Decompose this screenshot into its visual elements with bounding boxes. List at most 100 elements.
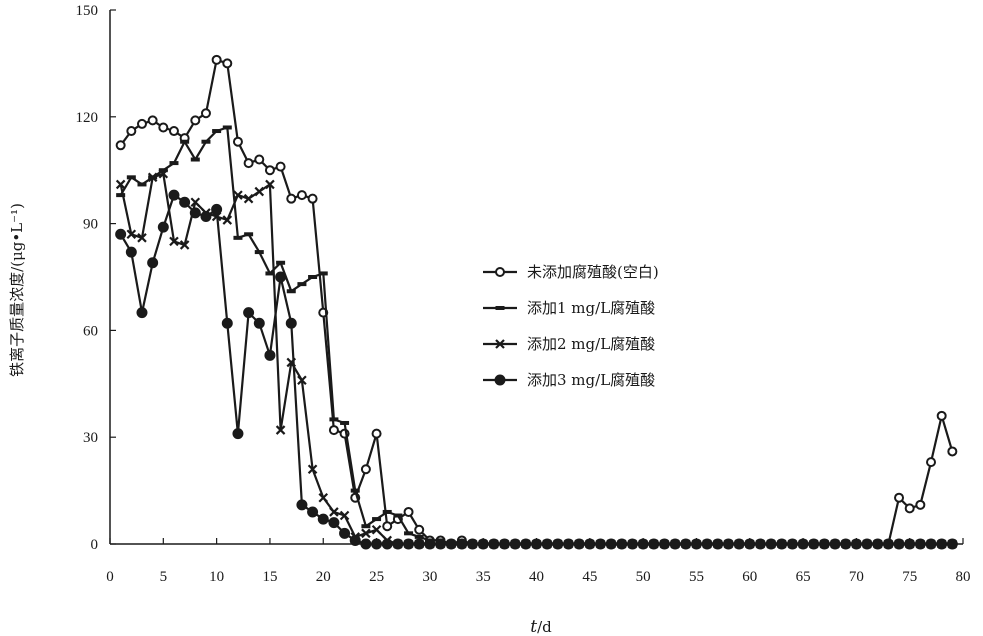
data-point xyxy=(115,179,126,190)
y-tick-label: 90 xyxy=(83,217,98,233)
data-point xyxy=(222,215,233,225)
data-point xyxy=(200,210,212,222)
legend-label: 添加1 mg/L腐殖酸 xyxy=(527,299,655,317)
data-point xyxy=(616,538,628,550)
data-point xyxy=(371,538,383,550)
data-point xyxy=(605,538,617,550)
data-point xyxy=(200,108,211,119)
data-point xyxy=(308,275,318,279)
data-point xyxy=(404,531,414,536)
data-point xyxy=(360,538,372,550)
x-marker-stroke xyxy=(190,197,201,208)
data-point xyxy=(211,203,223,215)
x-marker-stroke xyxy=(147,172,158,183)
legend-swatch-marker xyxy=(494,374,506,386)
data-point xyxy=(829,538,841,550)
data-point xyxy=(797,538,809,550)
data-point xyxy=(265,179,275,190)
data-point xyxy=(403,506,414,517)
x-tick-label: 5 xyxy=(160,569,168,585)
data-point xyxy=(212,129,222,134)
data-point xyxy=(264,349,276,361)
data-point xyxy=(147,172,158,183)
data-point xyxy=(190,157,200,162)
data-point xyxy=(169,161,179,166)
x-marker-stroke xyxy=(265,179,275,190)
data-point xyxy=(168,189,180,201)
data-point xyxy=(147,115,158,126)
data-point xyxy=(477,538,489,550)
data-point xyxy=(947,446,958,457)
x-marker-stroke xyxy=(297,375,307,386)
data-point xyxy=(808,538,820,550)
data-point xyxy=(424,538,436,550)
x-marker-stroke xyxy=(495,339,505,349)
data-point xyxy=(467,538,479,550)
x-tick-label: 10 xyxy=(209,569,224,585)
y-tick-label: 120 xyxy=(76,110,99,126)
data-point xyxy=(253,317,265,329)
data-point xyxy=(137,182,147,187)
data-point xyxy=(137,233,147,243)
data-point xyxy=(744,538,756,550)
data-point xyxy=(125,246,137,258)
data-point xyxy=(147,257,159,269)
data-point xyxy=(201,139,211,144)
data-point xyxy=(328,425,339,436)
data-point xyxy=(509,538,521,550)
data-point xyxy=(414,534,424,539)
data-point xyxy=(552,538,564,550)
x-marker-stroke xyxy=(222,215,233,225)
axes: 0 30 60 90 120 150 0 5 10 15 20 25 30 35 40 45 50 55 60 65 7… xyxy=(76,3,971,585)
legend-swatch-marker xyxy=(495,267,505,277)
x-tick-label: 65 xyxy=(796,569,811,585)
x-tick-label: 60 xyxy=(742,569,757,585)
data-point xyxy=(126,175,136,180)
data-point xyxy=(233,235,243,240)
x-marker-stroke xyxy=(275,425,286,435)
data-point xyxy=(222,58,233,69)
data-point xyxy=(168,126,179,137)
data-point xyxy=(221,317,233,329)
legend-label: 添加3 mg/L腐殖酸 xyxy=(527,371,655,389)
data-point xyxy=(658,538,670,550)
data-point xyxy=(318,271,328,276)
data-point xyxy=(243,307,255,319)
data-point xyxy=(936,538,948,550)
data-point xyxy=(648,538,660,550)
data-point xyxy=(445,538,457,550)
x-marker-stroke xyxy=(158,168,169,179)
x-tick-label: 20 xyxy=(316,569,331,585)
data-point xyxy=(361,524,371,529)
data-point xyxy=(158,168,168,173)
data-point xyxy=(946,538,958,550)
data-point xyxy=(733,538,745,550)
data-point xyxy=(882,538,894,550)
data-point xyxy=(361,528,371,539)
data-point xyxy=(765,538,777,550)
data-point xyxy=(499,538,511,550)
data-point xyxy=(233,190,243,200)
legend-label: 未添加腐殖酸(空白) xyxy=(527,263,659,281)
data-point xyxy=(136,307,148,319)
x-tick-label: 30 xyxy=(422,569,437,585)
data-point xyxy=(297,375,307,386)
data-point xyxy=(307,506,319,518)
data-point xyxy=(318,492,329,503)
data-point xyxy=(488,538,500,550)
data-point xyxy=(435,538,447,550)
data-point xyxy=(936,410,947,421)
data-point xyxy=(573,538,585,550)
legend-item: 添加3 mg/L腐殖酸 xyxy=(483,371,655,389)
data-point xyxy=(349,534,361,546)
y-axis-title: 铁离子质量浓度/(μg•L⁻¹) xyxy=(8,203,26,377)
x-axis-title-unit: /d xyxy=(537,618,552,636)
data-point xyxy=(297,282,307,287)
data-point xyxy=(243,193,254,204)
data-point xyxy=(126,126,137,137)
data-point xyxy=(232,428,244,440)
x-marker-stroke xyxy=(137,233,147,243)
data-point xyxy=(211,54,222,65)
data-point xyxy=(872,538,884,550)
data-point xyxy=(562,538,574,550)
